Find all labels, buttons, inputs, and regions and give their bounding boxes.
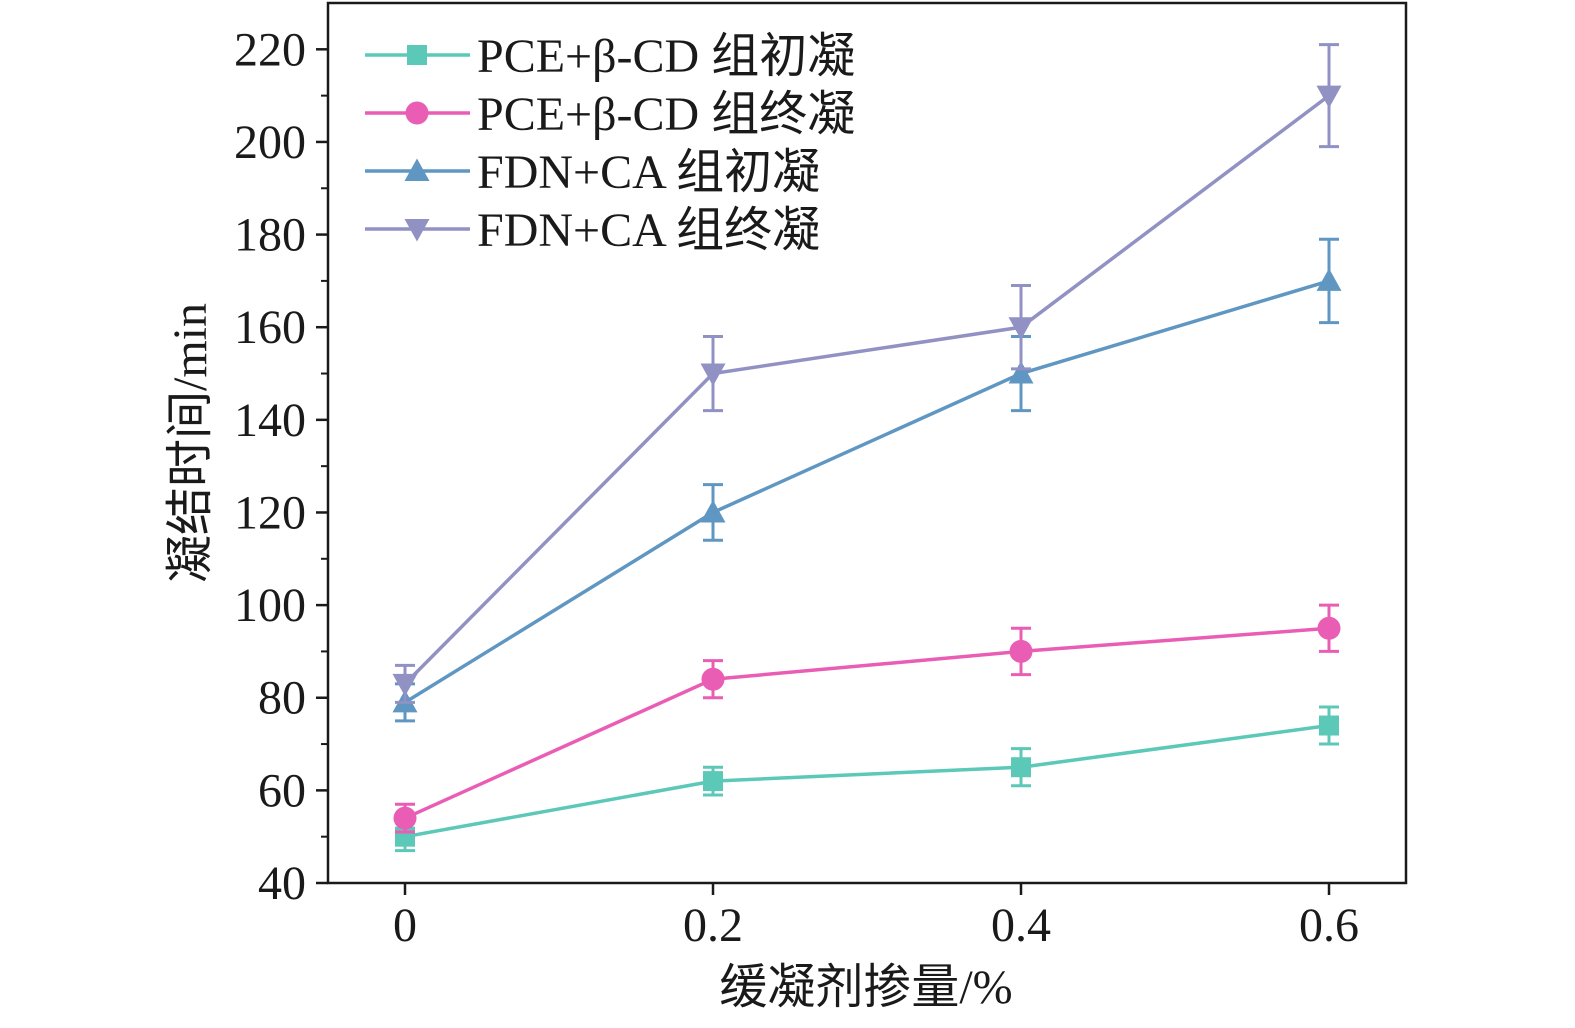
series-line (404, 626, 1330, 820)
y-tick-label: 140 (234, 394, 306, 447)
legend-marker (404, 158, 430, 181)
x-axis: 0 0.2 0.4 0.6 (393, 883, 1359, 952)
y-tick-label: 40 (258, 857, 306, 910)
data-point (700, 499, 726, 523)
x-tick-label: 0.2 (683, 899, 743, 952)
series-2 (393, 603, 1341, 834)
y-tick-label: 220 (234, 23, 306, 76)
y-tick-label: 80 (258, 672, 306, 725)
data-point (1317, 616, 1341, 640)
data-point (392, 673, 418, 697)
data-point (1008, 317, 1034, 340)
series-4 (392, 43, 1342, 704)
data-point (1316, 268, 1342, 291)
y-tick-label: 100 (234, 579, 306, 632)
data-point (1009, 639, 1033, 663)
series-line (403, 94, 1331, 686)
y-tick-label: 160 (234, 301, 306, 354)
data-point (1011, 757, 1031, 778)
data-point (701, 667, 725, 691)
series-line (404, 723, 1330, 839)
y-tick-label: 180 (234, 209, 306, 262)
series-layer (392, 43, 1342, 853)
data-point (1319, 715, 1339, 736)
legend-item: PCE+β-CD 组初凝 (365, 30, 855, 83)
x-tick-label: 0 (393, 899, 417, 952)
series-1 (395, 705, 1339, 853)
plot-frame (326, 1, 1408, 885)
x-tick-label: 0.6 (1299, 899, 1359, 952)
legend-label: FDN+CA 组初凝 (477, 146, 820, 199)
legend-item: FDN+CA 组初凝 (365, 146, 820, 199)
legend-item: PCE+β-CD 组终凝 (365, 88, 855, 141)
legend-marker (404, 219, 430, 242)
y-axis-title: 凝结时间/min (164, 303, 217, 583)
y-tick-label: 120 (234, 486, 306, 539)
y-tick-label: 200 (234, 116, 306, 169)
series-line (404, 279, 1330, 704)
data-point (393, 806, 417, 830)
data-point (1316, 85, 1342, 109)
x-tick-label: 0.4 (991, 899, 1051, 952)
series-3 (392, 237, 1342, 723)
legend-marker (407, 45, 427, 65)
legend-label: PCE+β-CD 组终凝 (477, 88, 855, 141)
y-axis: 40 60 80 100 120 140 160 180 200 220 (234, 23, 328, 910)
legend-label: PCE+β-CD 组初凝 (477, 30, 855, 83)
legend-item: FDN+CA 组终凝 (365, 204, 820, 257)
legend-label: FDN+CA 组终凝 (477, 204, 820, 257)
data-point (1008, 361, 1034, 384)
data-point (700, 363, 726, 387)
legend-marker (405, 101, 429, 125)
y-tick-label: 60 (258, 764, 306, 817)
data-point (703, 771, 723, 792)
x-axis-title: 缓凝剂掺量/% (719, 961, 1012, 1014)
